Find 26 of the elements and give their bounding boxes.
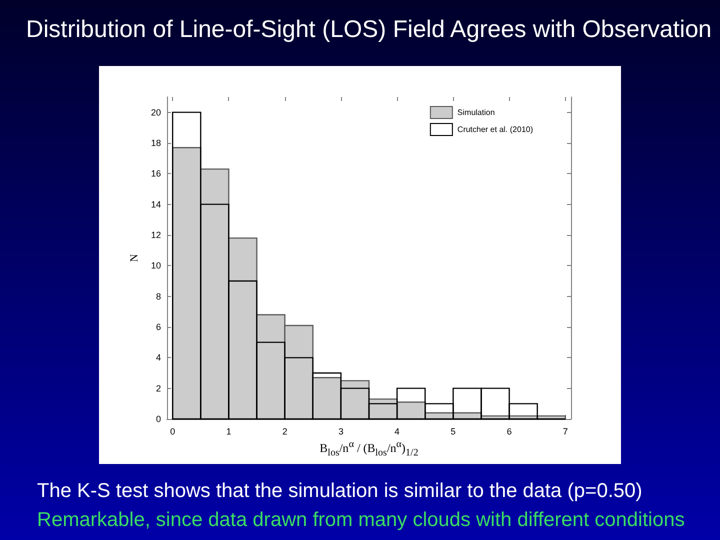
y-tick-label: 20: [150, 107, 161, 118]
x-tick-label: 6: [506, 426, 512, 436]
y-tick-label: 4: [156, 352, 161, 363]
y-tick-label: 0: [156, 414, 161, 424]
chart-title: Distribution of Line-of-Sight (LOS) Field Agrees with Observation: [26, 16, 712, 44]
y-tick-label: 2: [156, 383, 161, 394]
y-axis-title: N: [128, 254, 141, 262]
y-tick-label: 6: [156, 322, 161, 332]
text: B$_{los}$/n$^{α}$ / (B$_{los}$/n$^{α}$)$_{1/2}$: [320, 439, 418, 458]
y-tick-label: 12: [150, 230, 161, 240]
y-tick-label: 16: [150, 168, 161, 179]
text: Remarkable, since data drawn from many clouds with different conditions: [37, 508, 685, 532]
y-tick-label: 10: [150, 260, 161, 271]
x-tick-label: 0: [170, 426, 176, 436]
x-tick-label: 2: [282, 426, 288, 436]
y-tick-label: 14: [150, 199, 161, 210]
legend-label: Crutcher et al. (2010): [457, 125, 534, 134]
x-tick-label: 3: [338, 426, 344, 436]
text: The K-S test shows that the simulation is similar to the data (p=0.50): [37, 479, 642, 503]
y-tick-label: 8: [156, 291, 161, 302]
x-tick-label: 5: [450, 426, 456, 436]
x-tick-label: 1: [226, 426, 232, 436]
x-tick-label: 7: [562, 426, 568, 436]
y-tick-label: 18: [150, 138, 161, 148]
legend-label: Simulation: [457, 108, 495, 117]
x-tick-label: 4: [394, 426, 400, 436]
